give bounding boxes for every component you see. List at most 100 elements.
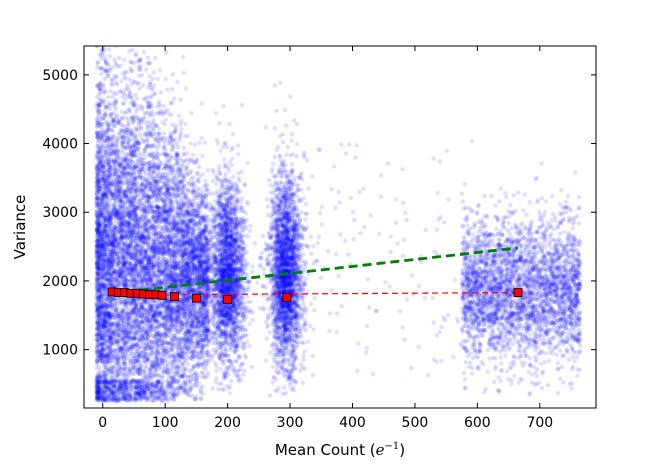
scatter-point bbox=[147, 187, 152, 192]
scatter-point bbox=[137, 86, 142, 91]
scatter-points bbox=[94, 46, 583, 404]
scatter-point bbox=[141, 163, 147, 168]
scatter-point bbox=[193, 255, 199, 261]
scatter-point bbox=[199, 101, 205, 106]
scatter-point bbox=[179, 126, 184, 132]
scatter-point bbox=[171, 96, 177, 102]
scatter-point bbox=[115, 395, 121, 401]
scatter-point bbox=[109, 263, 115, 268]
scatter-point bbox=[112, 174, 118, 179]
scatter-point bbox=[193, 290, 198, 295]
scatter-point bbox=[150, 316, 156, 322]
scatter-point bbox=[139, 136, 144, 141]
scatter-point bbox=[203, 334, 208, 339]
scatter-point bbox=[97, 161, 102, 166]
scatter-point bbox=[145, 332, 150, 338]
scatter-point bbox=[113, 237, 118, 243]
scatter-point bbox=[119, 300, 124, 305]
scatter-point bbox=[178, 97, 183, 102]
scatter-point bbox=[169, 312, 174, 317]
scatter-point bbox=[154, 313, 159, 318]
scatter-point bbox=[129, 322, 134, 327]
scatter-point bbox=[95, 387, 101, 392]
scatter-point bbox=[163, 224, 169, 230]
scatter-point bbox=[173, 240, 178, 245]
scatter-point bbox=[102, 76, 108, 82]
scatter-point bbox=[140, 395, 146, 400]
scatter-point bbox=[186, 182, 191, 187]
scatter-point bbox=[160, 272, 166, 277]
scatter-point bbox=[133, 92, 138, 98]
scatter-point bbox=[157, 396, 162, 401]
scatter-point bbox=[143, 67, 149, 72]
scatter-point bbox=[183, 303, 189, 309]
scatter-point bbox=[107, 278, 112, 283]
scatter-point bbox=[114, 62, 119, 68]
scatter-point bbox=[102, 378, 108, 384]
scatter-point bbox=[146, 269, 151, 274]
scatter-point bbox=[123, 278, 128, 283]
scatter-point bbox=[181, 54, 186, 60]
scatter-point bbox=[142, 273, 147, 279]
scatter-point bbox=[192, 363, 197, 369]
scatter-point bbox=[114, 194, 120, 199]
scatter-point bbox=[139, 382, 144, 387]
scatter-point bbox=[123, 171, 128, 176]
scatter-point bbox=[119, 78, 124, 84]
scatter-point bbox=[121, 253, 126, 259]
scatter-point bbox=[153, 317, 158, 323]
scatter-point bbox=[163, 76, 168, 82]
scatter-point bbox=[102, 328, 108, 334]
scatter-point bbox=[158, 303, 164, 308]
scatter-point bbox=[107, 142, 112, 148]
scatter-point bbox=[105, 179, 111, 184]
scatter-point bbox=[100, 244, 105, 249]
scatter-point bbox=[102, 200, 107, 205]
scatter-point bbox=[189, 250, 194, 256]
scatter-point bbox=[164, 385, 169, 390]
scatter-point bbox=[184, 150, 189, 156]
scatter-point bbox=[104, 379, 110, 384]
scatter-point bbox=[103, 204, 109, 209]
scatter-point bbox=[183, 121, 188, 127]
scatter-point bbox=[130, 47, 135, 53]
scatter-point bbox=[133, 210, 138, 215]
scatter-point bbox=[120, 204, 126, 210]
scatter-point bbox=[164, 260, 169, 265]
scatter-point bbox=[158, 351, 163, 356]
scatter-point bbox=[197, 140, 202, 146]
scatter-point bbox=[126, 87, 132, 93]
scatter-point bbox=[108, 379, 113, 385]
scatter-point bbox=[132, 179, 137, 184]
scatter-point bbox=[182, 159, 187, 164]
scatter-point bbox=[181, 145, 187, 151]
scatter-point bbox=[121, 71, 126, 76]
scatter-point bbox=[125, 161, 130, 166]
scatter-point bbox=[163, 151, 168, 156]
scatter-point bbox=[113, 348, 118, 353]
scatter-point bbox=[132, 101, 137, 106]
scatter-point bbox=[97, 386, 103, 391]
scatter-point bbox=[106, 94, 111, 100]
scatter-point bbox=[168, 198, 173, 204]
scatter-point bbox=[131, 300, 137, 305]
scatter-point bbox=[138, 132, 143, 137]
scatter-point bbox=[94, 169, 99, 175]
scatter-point bbox=[120, 395, 126, 400]
scatter-point bbox=[122, 328, 128, 333]
scatter-point bbox=[154, 197, 160, 202]
scatter-point bbox=[151, 70, 156, 75]
scatter-point bbox=[94, 203, 99, 209]
scatter-point bbox=[202, 140, 207, 145]
scatter-point bbox=[182, 315, 187, 320]
scatter-point bbox=[134, 258, 139, 264]
scatter-point bbox=[130, 378, 135, 383]
scatter-point bbox=[205, 238, 210, 243]
scatter-point bbox=[113, 106, 119, 112]
scatter-point bbox=[155, 306, 160, 311]
scatter-point bbox=[96, 238, 101, 243]
scatter-point bbox=[202, 272, 207, 277]
scatter-point bbox=[175, 185, 181, 190]
scatter-point bbox=[130, 145, 135, 150]
